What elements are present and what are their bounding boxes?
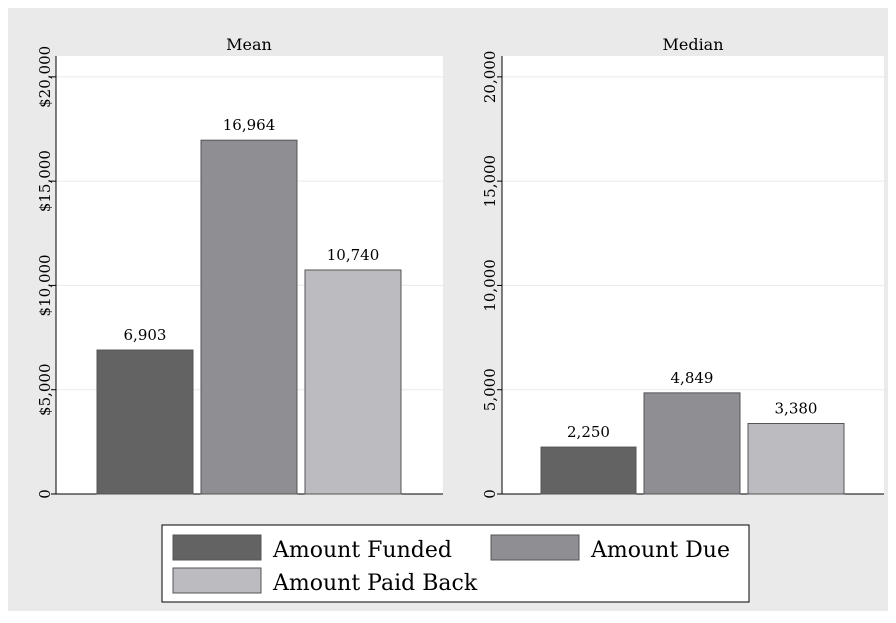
y-tick-label: 5,000: [481, 368, 499, 411]
bar-value-label: 16,964: [223, 116, 276, 134]
legend-label: Amount Funded: [272, 538, 452, 563]
y-tick-label: $15,000: [36, 150, 54, 212]
y-tick-label: $20,000: [36, 46, 54, 108]
bar: [96, 349, 194, 495]
legend-swatch: [172, 534, 262, 561]
legend-swatch: [172, 567, 262, 594]
legend-swatch: [490, 534, 580, 561]
bar: [540, 446, 637, 495]
bar-value-label: 2,250: [567, 423, 610, 441]
y-tick-label: 10,000: [481, 259, 499, 312]
bar-value-label: 6,903: [124, 326, 167, 344]
y-tick-label: 15,000: [481, 155, 499, 208]
y-tick-label: 20,000: [481, 51, 499, 104]
legend-label: Amount Paid Back: [272, 571, 478, 596]
legend-label: Amount Due: [590, 538, 730, 563]
bar: [643, 392, 741, 495]
bar-value-label: 4,849: [671, 369, 714, 387]
bar: [304, 269, 402, 495]
y-tick-label: 0: [36, 489, 54, 499]
y-tick-label: 0: [481, 489, 499, 499]
bar: [747, 423, 845, 495]
bar: [200, 139, 298, 495]
bar-value-label: 10,740: [327, 246, 380, 264]
y-tick-label: $5,000: [36, 363, 54, 416]
y-tick-label: $10,000: [36, 254, 54, 316]
panel-title: Median: [662, 35, 723, 54]
bar-value-label: 3,380: [775, 400, 818, 418]
panel-title: Mean: [226, 35, 272, 54]
